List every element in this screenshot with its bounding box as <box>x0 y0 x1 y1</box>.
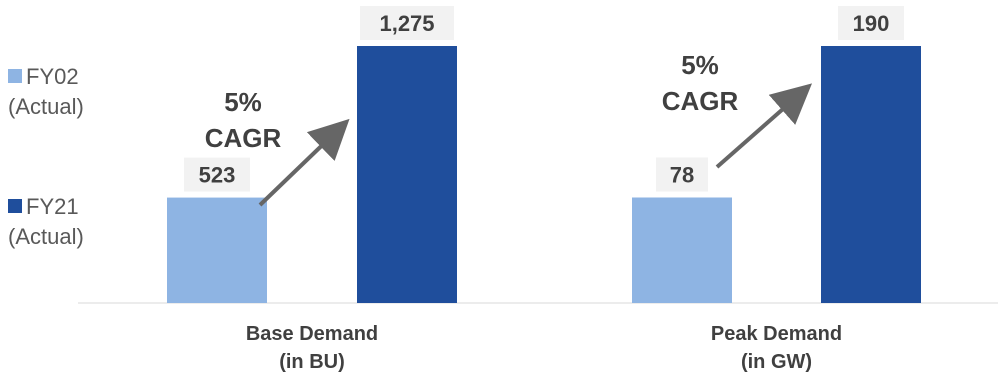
category-label: (in GW) <box>741 351 812 373</box>
cagr-arrow <box>715 83 813 169</box>
bar <box>821 46 921 303</box>
cagr-annotation: 5% <box>224 87 262 117</box>
category-label: Peak Demand <box>711 323 842 345</box>
cagr-annotation: CAGR <box>662 86 739 116</box>
legend-swatch-fy02 <box>8 69 22 83</box>
legend-sublabel-fy21: (Actual) <box>8 224 84 249</box>
cagr-arrow <box>258 118 350 207</box>
data-label: 190 <box>853 11 890 36</box>
legend-sublabel-fy02: (Actual) <box>8 94 84 119</box>
data-label-box <box>838 6 904 40</box>
bar <box>632 197 732 303</box>
cagr-annotation: 5% <box>681 50 719 80</box>
bar <box>357 46 457 303</box>
legend-entry-fy21: FY21 (Actual) <box>8 192 84 252</box>
data-label: 78 <box>670 162 694 187</box>
legend-label-fy21: FY21 <box>26 194 79 219</box>
data-label-box <box>184 157 250 192</box>
legend-label-fy02: FY02 <box>26 64 79 89</box>
category-label: Base Demand <box>246 323 378 345</box>
legend-swatch-fy21 <box>8 199 22 213</box>
bar <box>167 197 267 303</box>
data-label-box <box>360 6 454 40</box>
category-label: (in BU) <box>279 351 345 373</box>
data-label: 1,275 <box>379 11 434 36</box>
cagr-annotation: CAGR <box>205 123 282 153</box>
data-label-box <box>656 157 708 192</box>
data-label: 523 <box>199 163 236 188</box>
legend-entry-fy02: FY02 (Actual) <box>8 62 84 122</box>
